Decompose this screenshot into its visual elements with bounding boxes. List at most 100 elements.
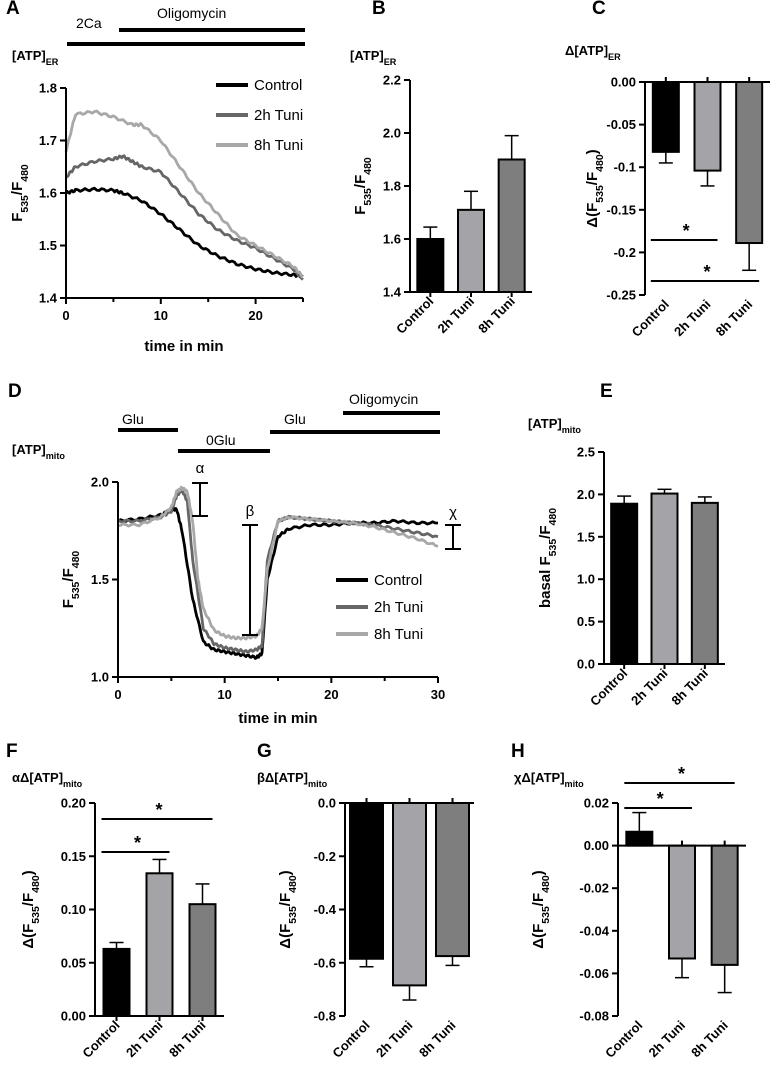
ylabel-sub2: 480	[362, 157, 374, 175]
title-sub: mito	[308, 779, 328, 789]
significance-star-C: *	[683, 221, 690, 241]
bar-C-2	[735, 81, 764, 245]
ylabel-sub2: 480	[594, 154, 606, 172]
bar-G-0	[349, 802, 384, 960]
y-tick-label-B: 1.4	[383, 285, 402, 300]
title-sub: ER	[608, 52, 621, 62]
category-label-C: Control	[629, 297, 672, 340]
legend-label-D: 8h Tuni	[374, 626, 423, 643]
ylabel-sub2: 480	[30, 875, 42, 893]
title-sub: ER	[46, 57, 59, 67]
ylabel-mid: /F	[352, 175, 369, 188]
annotation-glu-2: Glu	[284, 411, 306, 427]
category-label-H: Control	[602, 1018, 645, 1061]
panel-label-C: C	[592, 0, 606, 19]
y-tick-label-D: 1.0	[91, 670, 109, 685]
significance-star-C: *	[703, 262, 710, 282]
y-tick-label-G: -0.6	[314, 955, 336, 970]
significance-star-F: *	[155, 800, 162, 820]
y-tick-label-E: 1.0	[577, 572, 595, 587]
y-tick-label-C: -0.15	[606, 202, 636, 217]
y-tick-label-H: -0.04	[579, 923, 609, 938]
y-tick-label-H: -0.02	[579, 881, 609, 896]
y-axis-label-D: F535/F480	[60, 551, 82, 609]
category-label-H: 8h Tuni	[688, 1018, 731, 1061]
bar-E-2	[690, 501, 719, 665]
bar-F-2	[188, 903, 217, 1017]
significance-star-H: *	[678, 764, 685, 784]
bar-G-1	[392, 802, 427, 987]
ylabel-sub1: 535	[362, 188, 374, 206]
y-tick-label-B: 1.6	[383, 232, 401, 247]
title-sub: mito	[565, 779, 585, 789]
bar-F-0	[102, 947, 131, 1018]
category-label-B: 8h Tuni	[475, 294, 518, 337]
ylabel-sub1: 535	[540, 906, 552, 924]
y-tick-label-E: 0.5	[577, 614, 595, 629]
category-label-G: 2h Tuni	[373, 1018, 416, 1061]
x-tick-label-A: 0	[62, 308, 69, 323]
category-label-F: 8h Tuni	[166, 1018, 209, 1061]
panel-label-E: E	[600, 381, 613, 402]
ylabel-main: Δ(F	[584, 203, 601, 228]
annotation-glu-1: Glu	[122, 411, 144, 427]
ylabel-sub1: 535	[70, 581, 82, 599]
y-axis-label-C: Δ(F535/F480)	[584, 149, 606, 227]
x-tick-label-D: 0	[114, 687, 121, 702]
alpha-symbol: α	[196, 460, 205, 477]
category-label-E: Control	[587, 666, 630, 709]
y-tick-label-G: 0.0	[318, 796, 336, 811]
title-sub: mito	[562, 425, 582, 435]
ylabel-main: F	[60, 599, 77, 608]
y-tick-label-H: 0.00	[584, 838, 609, 853]
y-tick-label-H: 0.02	[584, 796, 609, 811]
y-tick-label-B: 2.2	[383, 73, 401, 88]
ylabel-sub2: 480	[540, 875, 552, 893]
ylabel-sub2: 480	[19, 164, 31, 182]
bar-C-0	[651, 81, 680, 153]
panel-label-A: A	[6, 0, 20, 19]
category-label-B: 2h Tuni	[435, 294, 478, 337]
title-sub: mito	[63, 779, 83, 789]
ylabel-mid: /F	[277, 893, 294, 906]
x-tick-label-A: 20	[248, 308, 262, 323]
x-tick-label-A: 10	[154, 308, 168, 323]
y-tick-label-F: 0.10	[61, 902, 86, 917]
ylabel-main: Δ(F	[530, 924, 547, 949]
y-tick-label-H: -0.08	[579, 1009, 609, 1024]
ylabel-mid: /F	[20, 893, 37, 906]
y-tick-label-G: -0.4	[314, 902, 337, 917]
category-label-H: 2h Tuni	[646, 1018, 689, 1061]
legend-label-A: 2h Tuni	[254, 107, 303, 124]
trace-A-0	[64, 186, 304, 279]
category-label-C: 2h Tuni	[671, 297, 714, 340]
ylabel-end: )	[584, 149, 601, 154]
bar-H-2	[710, 844, 739, 966]
x-axis-label-D: time in min	[238, 710, 317, 727]
y-tick-label-D: 1.5	[91, 572, 109, 587]
panel-title-H: χΔ[ATP]mito	[514, 770, 584, 789]
category-label-F: 2h Tuni	[123, 1018, 166, 1061]
ylabel-sub1: 535	[594, 185, 606, 203]
y-tick-label-C: -0.25	[606, 288, 636, 303]
title-sub: mito	[46, 451, 66, 461]
panel-title-G: βΔ[ATP]mito	[257, 770, 328, 789]
annotation-0glu: 0Glu	[206, 432, 236, 448]
y-tick-label-G: -0.8	[314, 1009, 336, 1024]
category-label-C: 8h Tuni	[713, 297, 756, 340]
ylabel-sub1: 535	[287, 906, 299, 924]
trace-D-2	[117, 485, 439, 641]
ylabel-sub2: 480	[70, 551, 82, 569]
y-tick-label-E: 2.0	[577, 487, 595, 502]
ylabel-sub2: 480	[287, 875, 299, 893]
ylabel-sub1: 535	[547, 539, 559, 557]
bar-B-1	[457, 208, 485, 294]
ylabel-main: F	[352, 206, 369, 215]
title-sub: ER	[384, 57, 397, 67]
trace-A-2	[64, 109, 304, 279]
panel-label-F: F	[6, 741, 18, 762]
title-main: [ATP]	[528, 416, 562, 431]
panel-title-A: [ATP]ER	[12, 48, 59, 67]
significance-star-H: *	[657, 789, 664, 809]
